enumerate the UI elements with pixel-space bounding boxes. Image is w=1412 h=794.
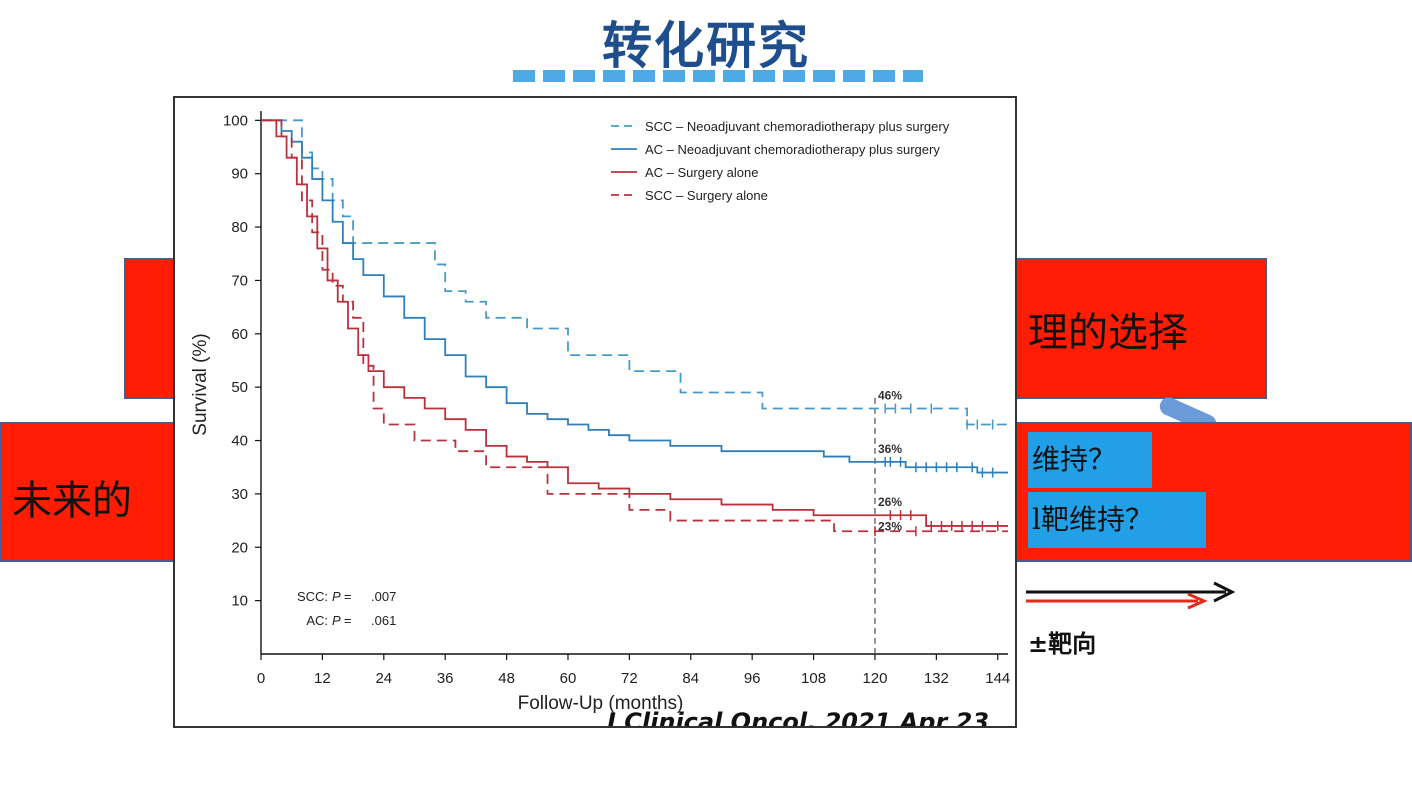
- x-tick-label: 108: [801, 670, 826, 687]
- x-tick-label: 120: [862, 670, 887, 687]
- y-tick-label: 90: [231, 166, 248, 183]
- y-tick-label: 40: [231, 433, 248, 450]
- pvalue-value: .007: [371, 589, 396, 604]
- y-tick-label: 100: [223, 112, 248, 129]
- y-tick-label: 10: [231, 593, 248, 610]
- series-line-4: [261, 119, 1008, 533]
- y-tick-label: 60: [231, 326, 248, 343]
- subtitle-fragment: [513, 70, 923, 82]
- legend-label: SCC – Surgery alone: [645, 188, 768, 203]
- y-tick-label: 20: [231, 539, 248, 556]
- x-tick-label: 96: [744, 670, 761, 687]
- y-tick-label: 70: [231, 272, 248, 289]
- pvalue-group: SCC:: [297, 589, 328, 604]
- legend-label: AC – Surgery alone: [645, 165, 758, 180]
- y-tick-label: 50: [231, 379, 248, 396]
- x-tick-label: 36: [437, 670, 454, 687]
- maintenance-pill-2: l靶维持？: [1028, 492, 1206, 548]
- x-tick-label: 72: [621, 670, 638, 687]
- survival-figure: 0 12 24 36 48 60 72 84 96 108 120 132 144 10 20 30 40 50 6…: [173, 96, 1017, 728]
- pvalue-group: AC:: [306, 613, 328, 628]
- citation: J Clinical Oncol. 2021 Apr 23: [607, 708, 990, 728]
- y-tick-label: 80: [231, 219, 248, 236]
- end-label: 46%: [878, 389, 902, 403]
- maintenance-pill-1: 维持？: [1028, 432, 1152, 488]
- series-line-3: [261, 119, 1008, 527]
- x-tick-label: 12: [314, 670, 331, 687]
- x-tick-label: 144: [985, 670, 1010, 687]
- x-tick-label: 0: [257, 670, 265, 687]
- survival-chart: 0 12 24 36 48 60 72 84 96 108 120 132 144 10 20 30 40 50 6…: [190, 111, 1010, 714]
- legend-label: AC – Neoadjuvant chemoradiotherapy plus …: [645, 142, 940, 157]
- end-label: 36%: [878, 442, 902, 456]
- choice-text: 理的选择: [1028, 310, 1188, 356]
- targeted-therapy-text: ±靶向: [1028, 630, 1097, 658]
- x-tick-label: 60: [560, 670, 577, 687]
- x-tick-label: 24: [375, 670, 392, 687]
- timeline-arrows-icon: [1026, 581, 1236, 610]
- end-label: 23%: [878, 519, 902, 533]
- pvalue-value: .061: [371, 613, 396, 628]
- x-tick-label: 84: [682, 670, 699, 687]
- future-text: 未来的: [12, 478, 132, 524]
- series-line-2: [261, 119, 1008, 474]
- legend-label: SCC – Neoadjuvant chemoradiotherapy plus…: [645, 119, 950, 134]
- x-axis-title: Follow-Up (months): [518, 693, 684, 714]
- y-axis-title: Survival (%): [190, 333, 211, 435]
- pvalue-label: P =: [332, 613, 352, 628]
- slide-title: 转化研究: [602, 17, 810, 75]
- series-line-1: [261, 119, 1008, 426]
- x-tick-label: 48: [498, 670, 515, 687]
- end-label: 26%: [878, 495, 902, 509]
- y-tick-label: 30: [231, 486, 248, 503]
- x-tick-label: 132: [924, 670, 949, 687]
- pvalue-label: P =: [332, 589, 352, 604]
